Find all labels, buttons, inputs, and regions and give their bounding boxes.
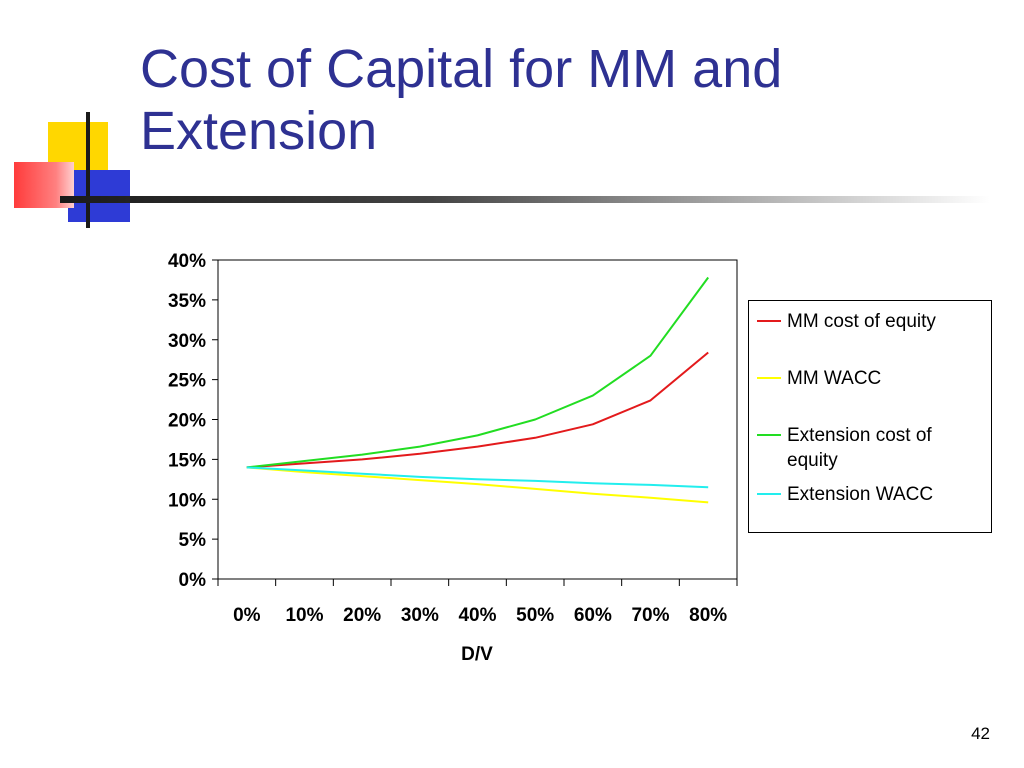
y-tick-label: 0% xyxy=(179,570,207,591)
y-tick-labels: 0% 5% 10% 15% 20% 25% 30% 35% 40% xyxy=(168,251,206,591)
x-tick-label: 60% xyxy=(574,605,612,626)
x-tick-label: 70% xyxy=(631,605,669,626)
legend-item-extension-cost-of-equity: Extension cost of equity xyxy=(757,423,987,473)
legend-item-mm-wacc: MM WACC xyxy=(757,366,991,391)
series-lines xyxy=(246,276,710,504)
page-number: 42 xyxy=(971,724,990,743)
legend-label: Extension cost of equity xyxy=(787,425,932,471)
chart-legend: MM cost of equity MM WACC Extension cost… xyxy=(748,300,992,533)
legend-swatch xyxy=(757,320,781,322)
x-tick-label: 50% xyxy=(516,605,554,626)
plot-area-frame xyxy=(217,259,738,580)
series-line-mm-cost-of-equity xyxy=(246,351,709,469)
series-line-extension-cost-of-equity xyxy=(246,276,710,469)
y-tick-label: 15% xyxy=(168,450,206,471)
x-axis-label: D/V xyxy=(461,644,493,665)
deco-vertical-line xyxy=(86,112,90,228)
title-underline xyxy=(60,196,990,203)
y-tick-label: 10% xyxy=(168,490,206,511)
y-tick-label: 35% xyxy=(168,291,206,312)
x-tick-label: 0% xyxy=(233,605,261,626)
x-tick-label: 30% xyxy=(401,605,439,626)
legend-swatch xyxy=(757,493,781,495)
legend-label: Extension WACC xyxy=(787,484,934,505)
legend-label: MM WACC xyxy=(787,368,882,389)
x-tick-label: 10% xyxy=(285,605,323,626)
legend-item-extension-wacc: Extension WACC xyxy=(757,482,991,507)
series-line-extension-wacc xyxy=(246,466,709,489)
y-tick-label: 20% xyxy=(168,411,206,432)
legend-swatch xyxy=(757,434,781,436)
y-tick-label: 5% xyxy=(179,530,207,551)
slide-title: Cost of Capital for MM and Extension xyxy=(140,39,783,161)
legend-item-mm-cost-of-equity: MM cost of equity xyxy=(757,309,991,334)
y-tick-label: 40% xyxy=(168,251,206,272)
legend-label: MM cost of equity xyxy=(787,311,936,332)
series-line-mm-wacc xyxy=(246,466,709,504)
x-tick-labels: 0% 10% 20% 30% 40% 50% 60% 70% 80% xyxy=(233,605,727,626)
y-tick-label: 30% xyxy=(168,331,206,352)
y-tick-label: 25% xyxy=(168,371,206,392)
x-tick-label: 20% xyxy=(343,605,381,626)
x-tick-label: 40% xyxy=(458,605,496,626)
chart-axes xyxy=(212,259,738,586)
x-tick-label: 80% xyxy=(689,605,727,626)
legend-swatch xyxy=(757,377,781,379)
